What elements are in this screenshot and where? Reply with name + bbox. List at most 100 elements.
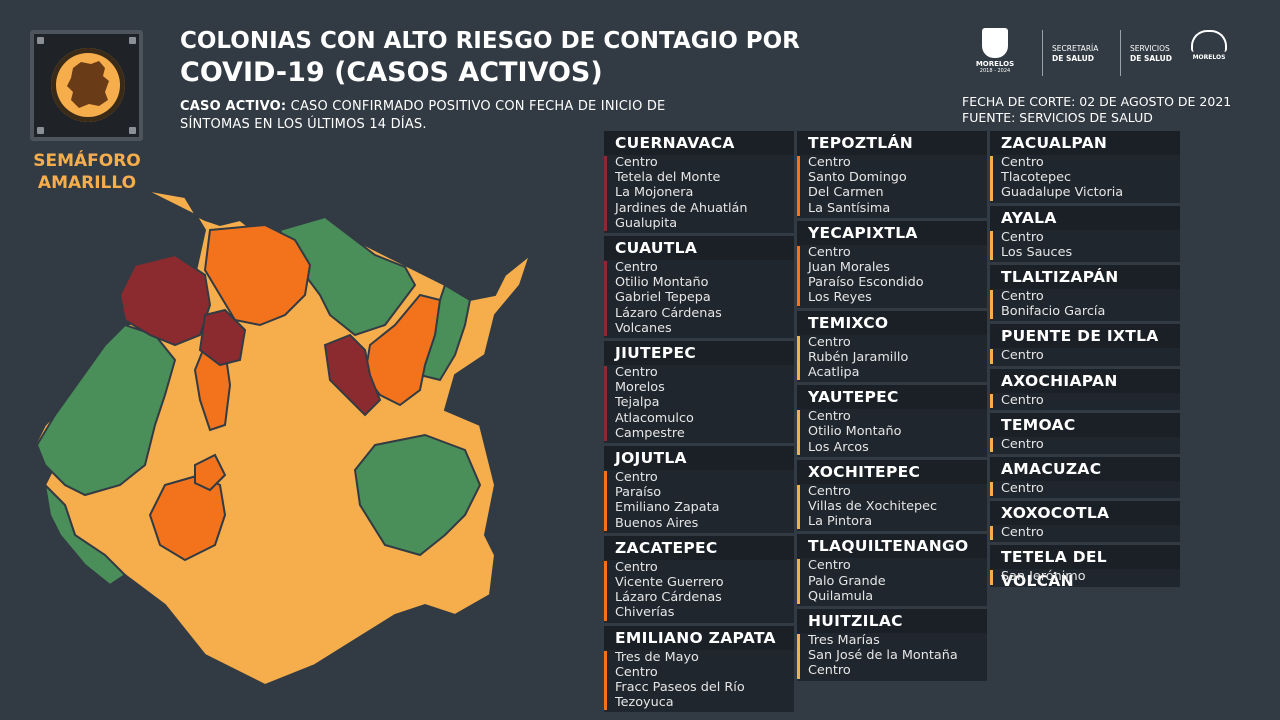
colonia-item: Jardines de Ahuatlán — [615, 200, 748, 216]
colonia-item: Centro — [808, 663, 851, 679]
risk-color-bar — [797, 156, 800, 216]
colonias-list: Centro Rubén Jaramillo Acatlipa — [797, 335, 987, 383]
risk-color-bar — [990, 526, 993, 541]
municipio-name: ZACUALPAN — [990, 131, 1180, 155]
colonia-item: Centro — [808, 483, 851, 499]
municipio-section: YAUTEPEC Centro Otilio Montaño Los Arcos — [797, 385, 987, 457]
morelos-right-logo: MORELOS — [1186, 30, 1232, 61]
colonia-item: Tres Marías — [808, 633, 880, 649]
colonia-item: Lázaro Cárdenas — [615, 305, 722, 321]
colonias-list: San Jerónimo — [990, 569, 1180, 586]
municipio-section: TLAQUILTENANGO Centro Palo Grande Quilamula — [797, 534, 987, 607]
colonias-list: Centro — [990, 437, 1180, 454]
colonia-item: Juan Morales — [808, 260, 890, 276]
colonias-list: Centro — [990, 393, 1180, 410]
servicios-line2: DE SALUD — [1130, 54, 1172, 63]
municipio-name: TEMIXCO — [797, 310, 987, 335]
municipio-section: AYALA Centro Los Sauces — [990, 205, 1180, 263]
map-region-orange-yecapixtla — [363, 293, 442, 407]
colonia-item: Paraíso Escondido — [808, 275, 924, 291]
municipio-section: HUITZILAC Tres Marías San José de la Monta… — [797, 609, 987, 681]
colonia-item: Centro — [615, 470, 658, 486]
municipio-section: TLALTIZAPÁN Centro Bonifacio García — [990, 265, 1180, 322]
risk-color-bar — [604, 650, 607, 711]
municipio-name: EMILIANO ZAPATA — [604, 625, 794, 650]
colonia-item: Villas de Xochitepec — [808, 499, 937, 515]
colonia-item: Palo Grande — [808, 573, 886, 589]
colonia-item: Vicente Guerrero — [615, 575, 724, 591]
colonia-item: Centro — [615, 365, 658, 381]
colonias-list: Centro Villas de Xochitepec La Pintora — [797, 484, 987, 532]
municipio-name: AXOCHIAPAN — [990, 368, 1180, 393]
morelos-logo: MORELOS 2018 - 2024 — [970, 28, 1020, 74]
map-region-orange-tepoztlan — [203, 223, 312, 327]
morelos-logo-years: 2018 - 2024 — [979, 68, 1011, 74]
colonias-list: Centro Otilio Montaño Los Arcos — [797, 409, 987, 457]
municipio-section: JIUTEPEC Centro Morelos Tejalpa Atlacomulco C… — [604, 341, 794, 444]
colonia-item: Centro — [808, 334, 851, 350]
colonias-list: Centro Vicente Guerrero Lázaro Cárdenas Chi… — [604, 560, 794, 623]
servicios-line1: SERVICIOS — [1130, 44, 1170, 53]
colonia-item: Centro — [1001, 289, 1044, 305]
municipio-name: TLALTIZAPÁN — [990, 265, 1180, 290]
municipio-name: TETELA DEL VOLCÁN — [990, 545, 1180, 590]
risk-color-bar — [990, 393, 993, 408]
risk-color-bar — [990, 437, 993, 453]
colonia-item: Fracc Paseos del Río — [615, 680, 745, 696]
colonia-item: Santo Domingo — [808, 170, 907, 186]
municipio-section: JOJUTLA Centro Paraíso Emiliano Zapata Bueno… — [604, 446, 794, 533]
colonia-item: Acatlipa — [808, 365, 860, 381]
colonia-item: Gualupita — [615, 215, 678, 231]
municipio-name: YECAPIXTLA — [797, 220, 987, 245]
colonia-item: Centro — [1001, 525, 1044, 541]
risk-color-bar — [797, 410, 800, 455]
colonias-list: Centro Los Sauces — [990, 230, 1180, 262]
map-region-red-cuautla — [323, 333, 382, 417]
risk-color-bar — [797, 245, 800, 306]
municipio-name: CUAUTLA — [604, 236, 794, 261]
municipio-name: PUENTE DE IXTLA — [990, 324, 1180, 349]
title-line2: COVID-19 (CASOS ACTIVOS) — [180, 57, 603, 88]
risk-color-bar — [990, 230, 993, 261]
municipio-name: JOJUTLA — [604, 446, 794, 471]
municipio-section: TEPOZTLÁN Centro Santo Domingo Del Carmen La… — [797, 131, 987, 218]
municipio-name: TLAQUILTENANGO — [797, 534, 987, 559]
risk-color-bar — [797, 484, 800, 530]
colonia-item: Rubén Jaramillo — [808, 349, 909, 365]
fecha-corte: FECHA DE CORTE: 02 DE AGOSTO DE 2021 — [962, 94, 1232, 109]
municipio-section: ZACUALPAN Centro Tlacotepec Guadalupe Victo… — [990, 131, 1180, 203]
colonia-item: Guadalupe Victoria — [1001, 185, 1124, 201]
municipio-name: AMACUZAC — [990, 457, 1180, 482]
colonia-item: Centro — [615, 559, 658, 575]
colonias-list: Centro — [990, 525, 1180, 542]
risk-color-bar — [990, 482, 993, 497]
traffic-light-icon — [30, 30, 143, 141]
municipio-section: CUERNAVACA Centro Tetela del Monte La Mojon… — [604, 131, 794, 234]
colonias-list: Centro Bonifacio García — [990, 289, 1180, 321]
municipio-section: TEMIXCO Centro Rubén Jaramillo Acatlipa — [797, 310, 987, 383]
colonia-item: Morelos — [615, 380, 665, 396]
municipio-section: CUAUTLA Centro Otilio Montaño Gabriel Tepep… — [604, 236, 794, 339]
municipio-name: XOXOCOTLA — [990, 501, 1180, 526]
municipio-name: TEPOZTLÁN — [797, 131, 987, 155]
colonia-item: La Santísima — [808, 200, 891, 216]
colonia-item: Del Carmen — [808, 185, 884, 201]
colonia-item: Centro — [1001, 155, 1044, 170]
colonia-item: Quilamula — [808, 588, 874, 604]
column-2: TEPOZTLÁN Centro Santo Domingo Del Carmen La… — [797, 131, 987, 684]
colonias-list: Centro Otilio Montaño Gabriel Tepepa Lázaro… — [604, 260, 794, 338]
colonia-item: Centro — [615, 664, 658, 680]
municipio-section: XOXOCOTLA Centro — [990, 501, 1180, 543]
traffic-light-lamp — [51, 48, 125, 122]
risk-color-bar — [797, 634, 800, 679]
colonia-item: Atlacomulco — [615, 410, 694, 426]
colonia-item: Los Reyes — [808, 290, 872, 306]
column-3: ZACUALPAN Centro Tlacotepec Guadalupe Victo… — [990, 131, 1180, 590]
colonia-item: Centro — [808, 558, 851, 574]
map-region-green-south — [43, 482, 127, 587]
map-region-green-southeast — [353, 433, 482, 557]
colonia-item: Paraíso — [615, 485, 662, 501]
colonia-item: Volcanes — [615, 320, 672, 336]
municipio-name: ZACATEPEC — [604, 535, 794, 560]
colonia-item: Emiliano Zapata — [615, 500, 720, 516]
